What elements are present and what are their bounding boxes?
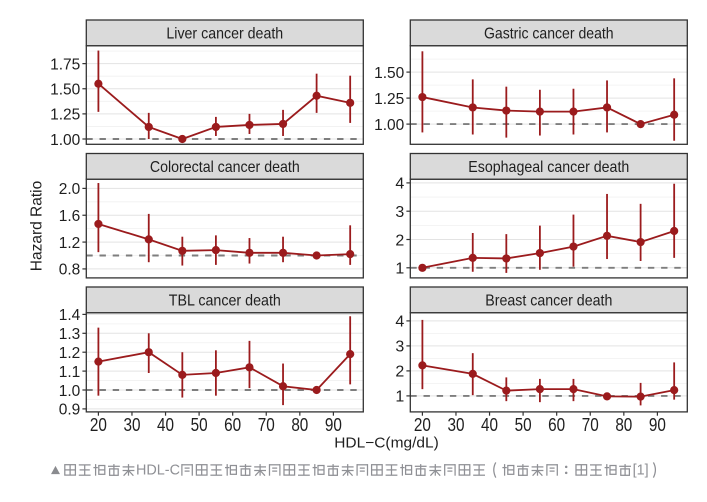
- svg-text:1.6: 1.6: [59, 208, 81, 225]
- svg-text:Colorectal cancer death: Colorectal cancer death: [150, 159, 300, 176]
- svg-text:3: 3: [395, 204, 404, 221]
- svg-text:HDL−C(mg/dL): HDL−C(mg/dL): [334, 435, 439, 452]
- svg-text:90: 90: [649, 415, 666, 435]
- svg-text:Gastric cancer death: Gastric cancer death: [484, 25, 614, 42]
- svg-text:0.9: 0.9: [59, 402, 81, 419]
- svg-text:1.4: 1.4: [59, 307, 81, 324]
- svg-text:2.0: 2.0: [59, 181, 81, 198]
- svg-text:TBL cancer death: TBL cancer death: [169, 292, 281, 309]
- svg-text:1.3: 1.3: [59, 326, 81, 343]
- svg-text:4: 4: [395, 314, 404, 331]
- svg-text:90: 90: [325, 415, 342, 435]
- svg-text:1.75: 1.75: [50, 56, 80, 73]
- svg-text:50: 50: [515, 415, 532, 435]
- svg-text:30: 30: [447, 415, 464, 435]
- svg-text:0.8: 0.8: [59, 262, 81, 279]
- svg-text:2: 2: [395, 364, 404, 381]
- svg-text:1.2: 1.2: [59, 345, 81, 362]
- svg-text:60: 60: [224, 415, 241, 435]
- svg-text:3: 3: [395, 339, 404, 356]
- svg-text:80: 80: [615, 415, 632, 435]
- svg-text:30: 30: [123, 415, 140, 435]
- svg-text:Hazard Ratio: Hazard Ratio: [29, 181, 46, 272]
- svg-text:20: 20: [90, 415, 107, 435]
- svg-text:HDL-C: HDL-C: [136, 463, 180, 479]
- svg-text:40: 40: [157, 415, 174, 435]
- svg-text:50: 50: [191, 415, 208, 435]
- svg-text:1.0: 1.0: [59, 383, 81, 400]
- svg-text:70: 70: [582, 415, 599, 435]
- svg-text:1.25: 1.25: [374, 91, 404, 108]
- svg-text:1.00: 1.00: [50, 132, 80, 149]
- svg-text:1: 1: [395, 389, 404, 406]
- svg-text:1.1: 1.1: [59, 364, 81, 381]
- svg-text:80: 80: [291, 415, 308, 435]
- svg-text:Liver cancer death: Liver cancer death: [166, 25, 283, 42]
- svg-text:1.50: 1.50: [50, 82, 80, 99]
- svg-text:1.2: 1.2: [59, 235, 81, 252]
- svg-text:1.25: 1.25: [50, 107, 80, 124]
- svg-text:1.00: 1.00: [374, 117, 404, 134]
- svg-text:1.50: 1.50: [374, 65, 404, 82]
- svg-text:[1]: [1]: [633, 463, 649, 479]
- svg-text:2: 2: [395, 232, 404, 249]
- svg-text:1: 1: [395, 261, 404, 278]
- svg-text:Breast cancer death: Breast cancer death: [485, 292, 612, 309]
- svg-text:4: 4: [395, 176, 404, 193]
- svg-text:40: 40: [481, 415, 498, 435]
- svg-text:70: 70: [258, 415, 275, 435]
- svg-text:Esophageal cancer death: Esophageal cancer death: [468, 159, 629, 176]
- svg-text:60: 60: [548, 415, 565, 435]
- svg-text:20: 20: [414, 415, 431, 435]
